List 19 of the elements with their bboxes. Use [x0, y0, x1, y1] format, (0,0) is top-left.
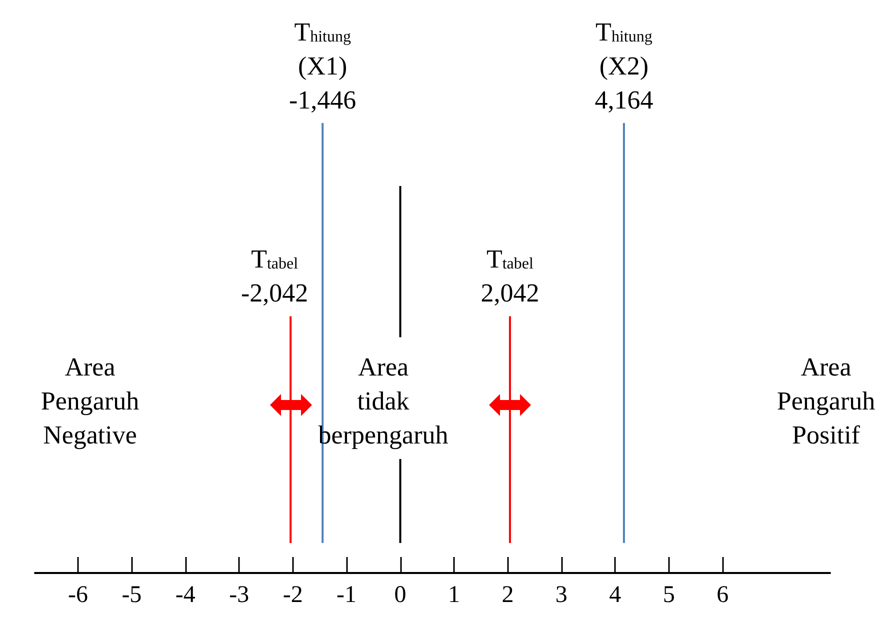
x-tick-label: -4 — [175, 582, 196, 608]
x-tick-label: -3 — [229, 582, 250, 608]
annotation: Area Pengaruh Negative — [40, 352, 140, 450]
x-tick-label: 5 — [662, 582, 675, 608]
x-tick-label: -6 — [68, 582, 88, 608]
x-tick-label: 0 — [394, 582, 406, 608]
x-tick-label: 3 — [555, 582, 568, 608]
x-tick-label: -1 — [336, 582, 357, 608]
x-tick-label: 1 — [448, 582, 460, 608]
x-tick-label: 2 — [502, 582, 514, 608]
x-tick-label: -2 — [282, 582, 303, 608]
annotation: Ttabel 2,042 — [480, 244, 540, 308]
x-tick-label: 4 — [609, 582, 622, 608]
annotation: Thitung (X2) 4,164 — [594, 18, 654, 114]
x-tick-label: 6 — [716, 582, 729, 608]
annotation: Ttabel -2,042 — [240, 244, 308, 308]
annotation: Area Pengaruh Positif — [776, 352, 876, 450]
x-tick-label: -5 — [122, 582, 142, 608]
annotation: Thitung (X1) -1,446 — [289, 18, 356, 114]
